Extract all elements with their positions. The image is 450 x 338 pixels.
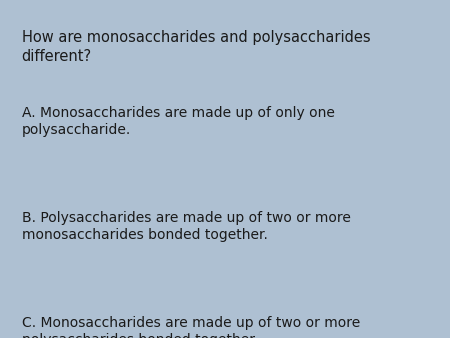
Text: How are monosaccharides and polysaccharides
different?: How are monosaccharides and polysacchari… xyxy=(22,30,370,64)
Text: B. Polysaccharides are made up of two or more
monosaccharides bonded together.: B. Polysaccharides are made up of two or… xyxy=(22,211,351,242)
Text: A. Monosaccharides are made up of only one
polysaccharide.: A. Monosaccharides are made up of only o… xyxy=(22,106,334,137)
Text: C. Monosaccharides are made up of two or more
polysaccharides bonded together.: C. Monosaccharides are made up of two or… xyxy=(22,316,360,338)
